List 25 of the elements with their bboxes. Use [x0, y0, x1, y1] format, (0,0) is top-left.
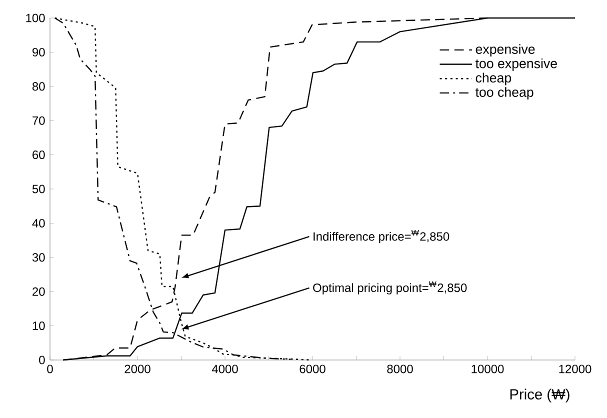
y-tick-label: 40	[32, 218, 45, 228]
x-tick-label: 6000	[300, 364, 326, 374]
y-tick-label: 20	[32, 287, 45, 296]
annotation: Optimal pricing point=$^{₩}$2,850	[313, 281, 467, 294]
y-tick-label: 90	[32, 48, 45, 56]
legend-label: too cheap	[476, 87, 534, 100]
y-tick-label: 0	[39, 356, 45, 364]
annotation: Indifference price=$^{₩}$2,850	[314, 230, 450, 244]
y-tick-label: 60	[32, 150, 45, 160]
legend-label: cheap	[476, 72, 512, 86]
y-tick-label: 30	[32, 253, 45, 262]
x-tick-label: 0	[47, 364, 53, 374]
x-axis-title: Price (₩)	[510, 388, 570, 402]
y-tick-label: 100	[26, 14, 45, 22]
x-tick-label: 8000	[387, 364, 413, 374]
x-tick-label: 4000	[212, 364, 238, 374]
y-tick-label: 80	[32, 82, 45, 91]
legend-label: too expensive	[476, 58, 557, 71]
y-tick-label: 10	[32, 322, 45, 330]
legend-label: expensive	[476, 44, 535, 57]
x-tick-label: 12000	[559, 364, 592, 374]
x-tick-label: 2000	[124, 364, 150, 374]
y-tick-label: 50	[32, 184, 45, 194]
x-tick-label: 10000	[472, 364, 504, 374]
y-tick-label: 70	[32, 116, 45, 125]
